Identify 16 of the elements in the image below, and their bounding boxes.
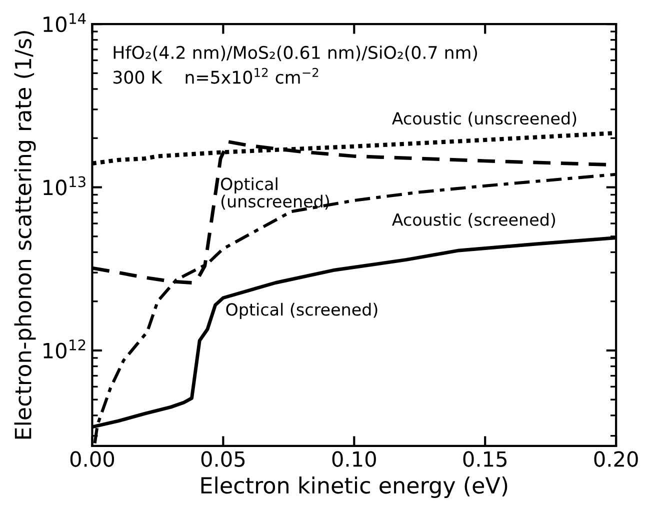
x-tick-label: 0.20	[594, 451, 638, 467]
x-tick-label: 0.00	[70, 451, 114, 467]
x-axis-title: Electron kinetic energy (eV)	[201, 476, 508, 498]
y-tick-label: 10$^{13}$	[44, 176, 86, 196]
y-axis-title: Electron-phonon scattering rate (1/s)	[14, 31, 36, 439]
x-tick-label: 0.15	[463, 451, 506, 467]
y-tick-label: 10$^{12}$	[44, 339, 86, 359]
x-tick-label: 0.10	[332, 451, 376, 467]
annotation: Acoustic (screened)	[392, 213, 555, 228]
y-tick-label: 10$^{14}$	[44, 13, 86, 32]
annotation: HfO₂(4.2 nm)/MoS₂(0.61 nm)/SiO₂(0.7 nm)	[114, 46, 477, 62]
annotation: Optical (screened)	[226, 302, 378, 320]
annotation: Optical (unscreened)	[220, 177, 329, 210]
annotation: Acoustic (unscreened)	[392, 112, 576, 127]
x-tick-label: 0.05	[201, 451, 245, 467]
annotation: 300 K n=5x10$^{12}$ cm$^{−2}$	[113, 68, 318, 84]
